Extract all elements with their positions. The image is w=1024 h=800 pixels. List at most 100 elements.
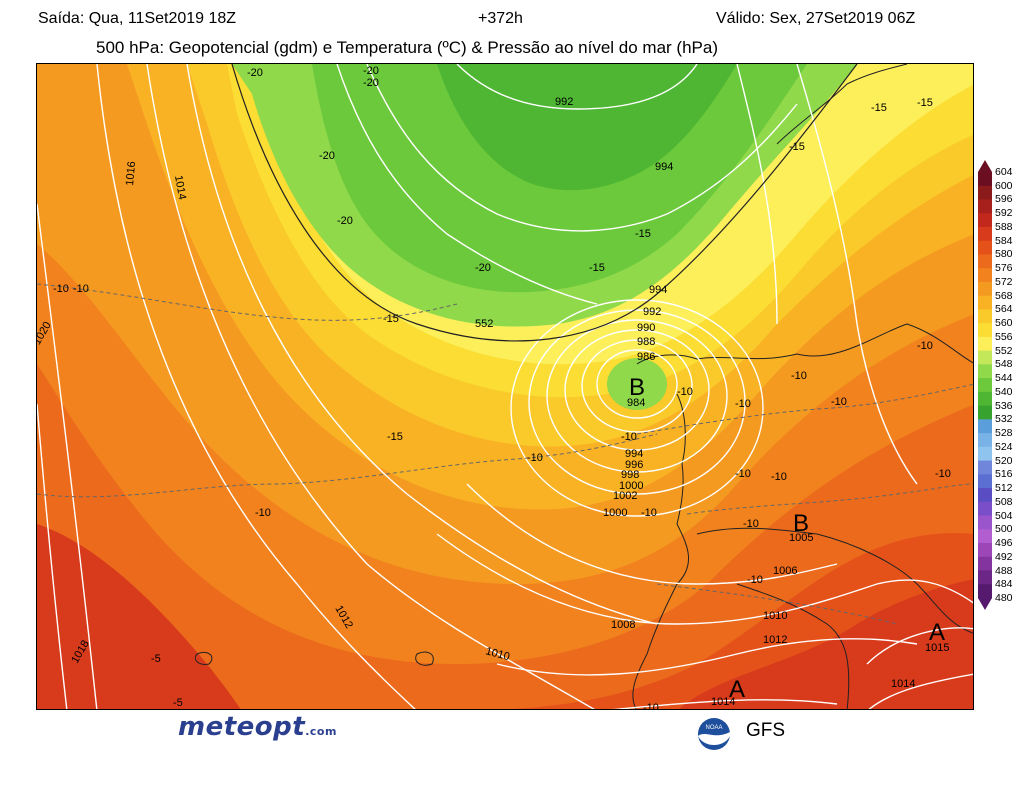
temp-label: -10 — [771, 471, 787, 483]
isobar-label: 1016 — [124, 161, 138, 186]
isobar-group — [37, 64, 973, 709]
temp-label: -15 — [789, 141, 805, 153]
isobar-label: 992 — [643, 306, 661, 318]
colorbar-tick-label: 528 — [995, 427, 1013, 440]
isobar-label: 1006 — [773, 565, 797, 577]
brand-logo-text: meteopt — [178, 712, 306, 742]
isobar-label: 990 — [637, 322, 655, 334]
isobar-label: 994 — [625, 448, 643, 460]
colorbar-tick-label: 564 — [995, 303, 1013, 316]
temp-label: -10 — [53, 283, 69, 295]
forecast-hour-label: +372h — [478, 10, 523, 27]
isobar-label: 1000 — [603, 507, 627, 519]
temp-label: -10 — [621, 431, 637, 443]
colorbar-swatch — [978, 391, 992, 407]
colorbar-tick-label: 516 — [995, 468, 1013, 481]
low-core — [607, 358, 667, 410]
colorbar-tick-label: 488 — [995, 564, 1013, 577]
isobar-label: 1002 — [613, 490, 637, 502]
meteopt-logo-icon: meteopt.com — [178, 712, 337, 742]
weather-map: 992 994 994 992 990 988 986 984 994 996 … — [36, 63, 974, 710]
coastline-africa — [736, 583, 850, 709]
coastline-west — [632, 393, 690, 709]
colorbar-swatch — [978, 240, 992, 255]
colorbar-swatch — [978, 295, 992, 310]
coastline-britain — [776, 64, 908, 145]
colorbar-swatch — [978, 515, 992, 530]
isobar-label: 1014 — [172, 174, 188, 200]
colorbar-tick-label: 596 — [995, 193, 1013, 206]
colorbar-swatch — [978, 336, 992, 352]
colorbar-swatch — [978, 323, 992, 338]
colorbar-swatch — [978, 446, 992, 462]
temp-label: -15 — [383, 313, 399, 325]
colorbar-top-arrow — [978, 160, 992, 172]
band-588-east — [679, 579, 973, 709]
isobar-label: 1012 — [763, 634, 787, 646]
colorbar-tick-label: 560 — [995, 317, 1013, 330]
colorbar-tick-label: 604 — [995, 166, 1013, 178]
colorbar-tick-label: 500 — [995, 523, 1013, 536]
temp-label: -10 — [917, 340, 933, 352]
temp-label: -10 — [73, 283, 89, 295]
temp-label: -20 — [319, 150, 335, 162]
temp-label: -15 — [589, 262, 605, 274]
colorbar-swatch — [978, 199, 992, 214]
temp-label: -5 — [173, 697, 183, 709]
contour-552 — [231, 64, 858, 342]
temp-label: -10 — [935, 468, 951, 480]
colorbar-swatch — [978, 254, 992, 269]
colorbar-swatch — [978, 584, 992, 599]
temp-label: -10 — [747, 574, 763, 586]
colorbar-tick-label: 508 — [995, 495, 1013, 508]
colorbar-tick-label: 552 — [995, 344, 1013, 357]
temp-label: -10 — [831, 396, 847, 408]
colorbar-swatch — [978, 474, 992, 489]
temp-label: -10 — [527, 452, 543, 464]
isobar-label: 998 — [621, 469, 639, 481]
colorbar-bottom-arrow — [978, 598, 992, 610]
isobar-label: 1014 — [891, 678, 915, 690]
temp-label: -20 — [363, 65, 379, 77]
temp-label: -10 — [743, 518, 759, 530]
colorbar-swatch — [978, 570, 992, 585]
temp-label: -15 — [917, 97, 933, 109]
temp-label: -5 — [151, 653, 161, 665]
temp-label: -10 — [791, 370, 807, 382]
colorbar-swatch — [978, 488, 992, 503]
colorbar-tick-label: 592 — [995, 207, 1013, 220]
colorbar-tick-label: 532 — [995, 413, 1013, 426]
temp-label: -20 — [475, 262, 491, 274]
colorbar-tick-label: 580 — [995, 248, 1013, 261]
band-588 — [37, 524, 241, 709]
isobar-label: 1008 — [611, 619, 635, 631]
temp-label: -20 — [247, 67, 263, 79]
isobar-label: 996 — [625, 459, 643, 471]
colorbar-tick-label: 524 — [995, 440, 1013, 453]
map-title: 500 hPa: Geopotencial (gdm) e Temperatur… — [96, 38, 718, 57]
temp-label: -15 — [871, 102, 887, 114]
colorbar-swatch — [978, 185, 992, 200]
colorbar-tick-label: 548 — [995, 358, 1013, 371]
colorbar-swatch — [978, 378, 992, 393]
colorbar-swatch — [978, 172, 992, 187]
colorbar-tick-label: 568 — [995, 289, 1013, 302]
colorbar-tick-label: 588 — [995, 220, 1013, 233]
colorbar-swatch — [978, 501, 992, 517]
isobar-label: 1015 — [925, 642, 949, 654]
colorbar-swatch — [978, 419, 992, 434]
colorbar-swatch — [978, 529, 992, 544]
colorbar-tick-label: 572 — [995, 275, 1013, 288]
colorbar-tick-label: 504 — [995, 509, 1013, 522]
noaa-logo-text: NOAA — [705, 725, 722, 731]
colorbar-tick-label: 544 — [995, 372, 1013, 385]
coastline-north — [636, 323, 973, 365]
colorbar-tick-label: 556 — [995, 330, 1013, 343]
temp-label: -10 — [255, 507, 271, 519]
isobar-label: 1014 — [711, 696, 735, 708]
island-2 — [194, 651, 213, 665]
pressure-centers: B B A A — [629, 374, 945, 703]
isobar-label: 994 — [649, 284, 667, 296]
brand-logo-domain: .com — [305, 725, 337, 738]
high-pressure-marker: A — [729, 676, 745, 703]
